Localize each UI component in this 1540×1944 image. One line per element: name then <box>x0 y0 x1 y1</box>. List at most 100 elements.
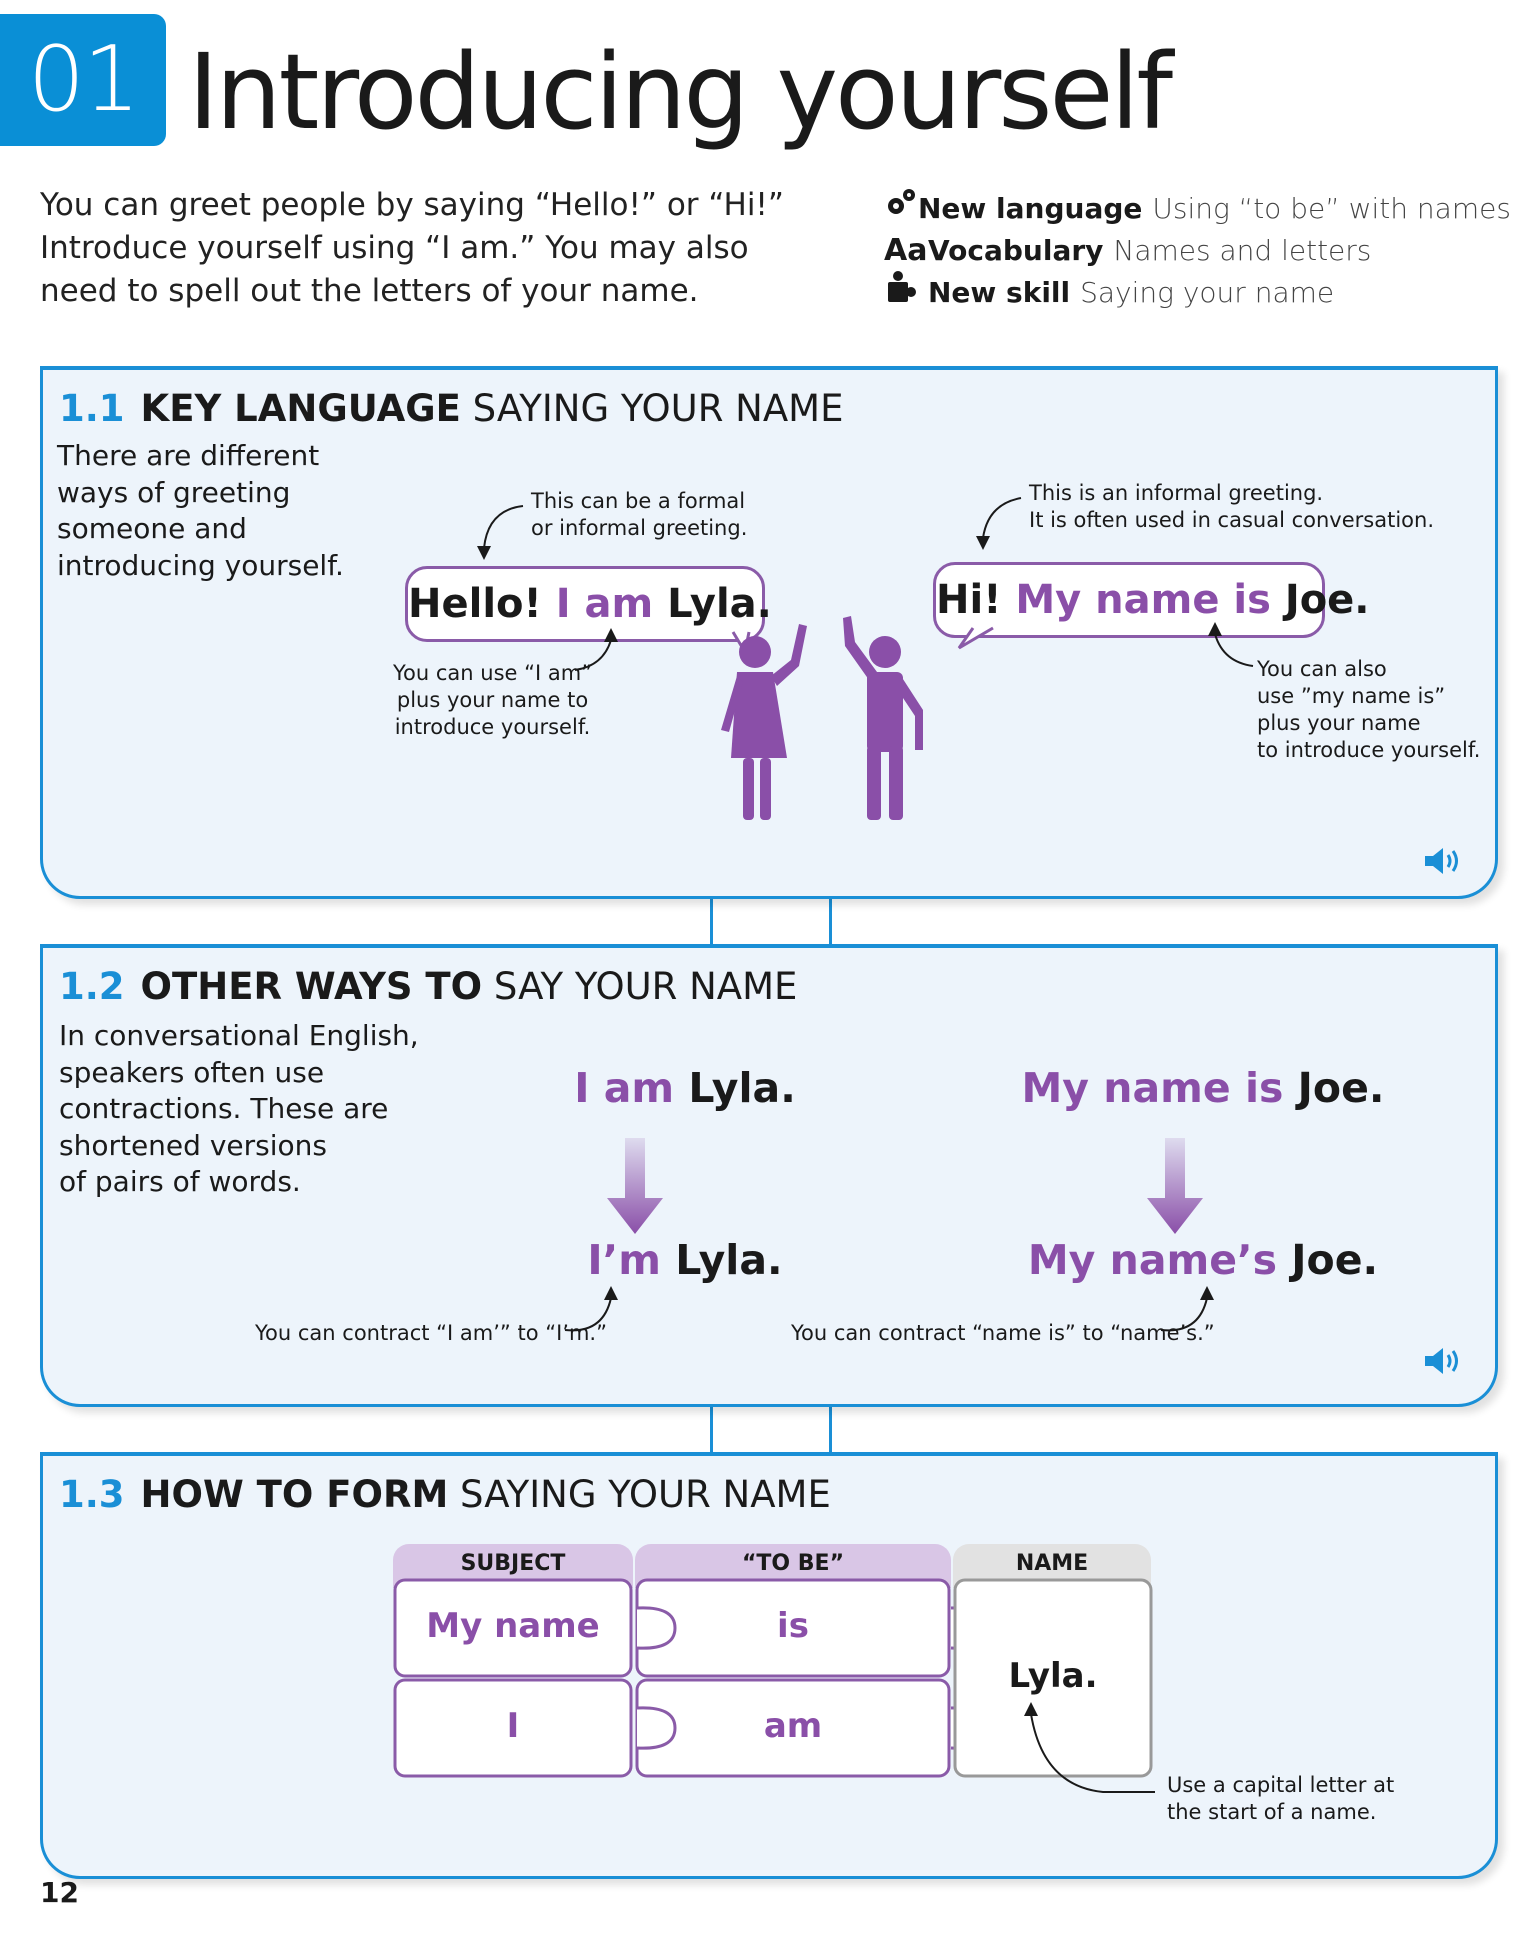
body-line: someone and <box>57 512 247 545</box>
section-how-to-form: 1.3 HOW TO FORM SAYING YOUR NAME SUBJECT … <box>40 1452 1498 1879</box>
note-line: to introduce yourself. <box>1257 738 1481 762</box>
speaker-icon[interactable] <box>1423 844 1463 878</box>
note-contract-name-is: You can contract “name is” to “name’s.” <box>791 1321 1215 1345</box>
note-formal-greeting: This can be a formal or informal greetin… <box>531 488 747 542</box>
annotation-arrow <box>564 1297 1208 1332</box>
section-body: In conversational English, speakers ofte… <box>59 1018 439 1201</box>
note-line: You can also <box>1257 657 1387 681</box>
bubble-highlight: My name is <box>1015 577 1271 623</box>
section-number: 1.2 <box>59 965 125 1008</box>
arrow-head <box>604 1286 1214 1300</box>
example-im: I’m Lyla. <box>555 1236 815 1284</box>
meta-value: Names and letters <box>1113 234 1372 267</box>
note-line: or informal greeting. <box>531 516 748 540</box>
body-line: shortened versions <box>59 1128 327 1162</box>
puzzle-knob <box>636 1706 677 1750</box>
puzzle-piece-subject <box>393 1578 633 1678</box>
example-text: Joe. <box>1283 1064 1385 1112</box>
meta-new-skill: New skill Saying your name <box>884 270 1444 316</box>
chapter-number: 01 <box>0 14 166 146</box>
note-capital-letter: Use a capital letter at the start of a n… <box>1167 1772 1394 1826</box>
section-number: 1.3 <box>59 1473 125 1516</box>
section-title-bold: KEY LANGUAGE <box>140 387 461 430</box>
example-i-am: I am Lyla. <box>555 1064 815 1112</box>
example-text: Joe. <box>1277 1236 1379 1284</box>
meta-vocabulary: Aa Vocabulary Names and letters <box>884 230 1444 272</box>
puzzle-knob <box>636 1606 677 1650</box>
puzzle-person-icon <box>884 270 928 316</box>
note-contract-i-am: You can contract “I am’” to “I’m.” <box>255 1321 607 1345</box>
example-my-names: My name’s Joe. <box>1003 1236 1403 1284</box>
meta-new-language: New language Using “to be” with names <box>884 186 1511 232</box>
cell-subject-my-name: My name <box>426 1606 600 1646</box>
gears-icon <box>884 186 918 232</box>
note-line: This can be a formal <box>531 489 746 513</box>
annotation-arrow <box>1030 1713 1155 1793</box>
intro-text: You can greet people by saying “Hello!” … <box>40 184 820 313</box>
body-line: speakers often use <box>59 1055 325 1089</box>
section-title: 1.3 HOW TO FORM SAYING YOUR NAME <box>59 1470 831 1520</box>
bubble-text: Lyla. <box>653 581 772 627</box>
panel-connector <box>710 890 832 946</box>
section-title-rest: SAYING YOUR NAME <box>460 1473 831 1516</box>
note-informal-greeting: This is an informal greeting. It is ofte… <box>1029 480 1434 534</box>
meta-label: New skill <box>928 276 1071 309</box>
bubble-highlight: I am <box>555 581 654 627</box>
speaker-icon[interactable] <box>1423 1344 1463 1378</box>
note-line: It is often used in casual conversation. <box>1029 508 1434 532</box>
section-title: 1.1 KEY LANGUAGE SAYING YOUR NAME <box>59 384 843 434</box>
meta-value: Using “to be” with names <box>1152 192 1511 225</box>
intro-line: You can greet people by saying “Hello!” … <box>40 187 784 223</box>
example-highlight: I am <box>574 1064 675 1112</box>
down-arrow <box>607 1138 1203 1234</box>
section-title-rest: SAYING YOUR NAME <box>472 387 844 430</box>
section-other-ways: 1.2 OTHER WAYS TO SAY YOUR NAME In conver… <box>40 944 1498 1407</box>
meta-label: Vocabulary <box>928 234 1104 267</box>
note-line: This is an informal greeting. <box>1029 481 1324 505</box>
note-line: the start of a name. <box>1167 1800 1377 1824</box>
annotation-arrow <box>483 497 1254 671</box>
aa-icon: Aa <box>884 233 928 268</box>
puzzle-table <box>393 1578 1155 1793</box>
section-body: There are different ways of greeting som… <box>57 438 377 584</box>
note-line: You can use “I am” <box>393 661 593 685</box>
puzzle-piece-name <box>953 1578 1153 1778</box>
example-highlight: My name is <box>1021 1064 1284 1112</box>
example-my-name-is: My name is Joe. <box>1003 1064 1403 1112</box>
body-line: of pairs of words. <box>59 1165 301 1198</box>
meta-value: Saying your name <box>1080 276 1335 309</box>
bubble-text: Hi! <box>936 577 1016 623</box>
woman-figure <box>721 624 807 820</box>
bubble-text: Joe. <box>1270 577 1370 623</box>
page-number: 12 <box>40 1876 79 1909</box>
body-line: introducing yourself. <box>57 548 344 582</box>
man-figure <box>843 616 923 820</box>
note-line: use ”my name is” <box>1257 684 1446 708</box>
cell-name-lyla: Lyla. <box>1008 1656 1098 1696</box>
arrow-head <box>1024 1702 1038 1716</box>
example-text: Lyla. <box>674 1064 796 1112</box>
section-title-rest: SAY YOUR NAME <box>493 965 798 1008</box>
speech-bubble-joe: Hi! My name is Joe. <box>933 562 1370 638</box>
intro-line: need to spell out the letters of your na… <box>40 273 699 309</box>
body-line: There are different <box>57 439 320 472</box>
bubble-text: Hello! <box>408 581 556 627</box>
panel-connector <box>710 1398 832 1454</box>
page-title: Introducing yourself <box>188 31 1173 153</box>
intro-line: Introduce yourself using “I am.” You may… <box>40 230 749 266</box>
cell-verb-is: is <box>777 1606 809 1646</box>
body-line: ways of greeting <box>57 475 291 509</box>
section-number: 1.1 <box>59 387 125 430</box>
contraction-arrows <box>564 1138 1214 1332</box>
section-key-language: 1.1 KEY LANGUAGE SAYING YOUR NAME There a… <box>40 366 1498 899</box>
speech-bubble-lyla: Hello! I am Lyla. <box>405 566 772 642</box>
lesson-meta: New language Using “to be” with names Aa… <box>884 186 1511 316</box>
section-title: 1.2 OTHER WAYS TO SAY YOUR NAME <box>59 962 797 1012</box>
note-i-am: You can use “I am” plus your name to int… <box>393 660 592 741</box>
body-line: In conversational English, <box>59 1019 419 1052</box>
example-text: Lyla. <box>660 1236 783 1284</box>
bubble-tail <box>731 626 994 657</box>
body-line: contractions. These are <box>59 1092 389 1125</box>
arrow-head <box>477 536 1222 642</box>
section-title-bold: OTHER WAYS TO <box>140 965 483 1008</box>
